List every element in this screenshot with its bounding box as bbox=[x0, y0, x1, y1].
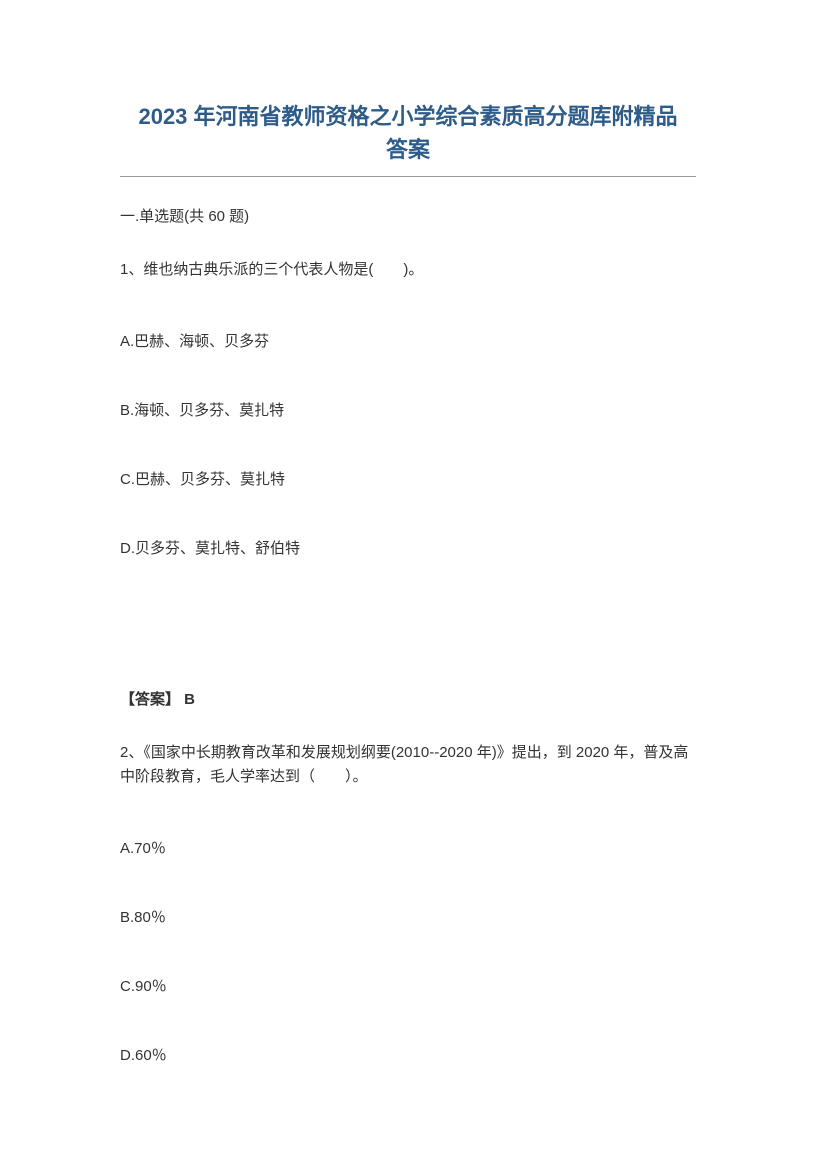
question-2-option-b: B.80％ bbox=[120, 906, 696, 927]
question-2-text: 2、《国家中长期教育改革和发展规划纲要(2010--2020 年)》提出，到 2… bbox=[120, 741, 696, 789]
question-2-option-a: A.70％ bbox=[120, 837, 696, 858]
document-title: 2023 年河南省教师资格之小学综合素质高分题库附精品答案 bbox=[120, 100, 696, 166]
title-underline bbox=[120, 176, 696, 177]
question-1-answer: 【答案】 B bbox=[120, 688, 696, 709]
question-1-option-b: B.海顿、贝多芬、莫扎特 bbox=[120, 399, 696, 420]
page-container: 2023 年河南省教师资格之小学综合素质高分题库附精品答案 一.单选题(共 60… bbox=[0, 0, 816, 1173]
question-1-option-c: C.巴赫、贝多芬、莫扎特 bbox=[120, 468, 696, 489]
section-header: 一.单选题(共 60 题) bbox=[120, 205, 696, 226]
question-2-option-c: C.90％ bbox=[120, 975, 696, 996]
question-1-option-a: A.巴赫、海顿、贝多芬 bbox=[120, 330, 696, 351]
question-1-option-d: D.贝多芬、莫扎特、舒伯特 bbox=[120, 537, 696, 558]
question-1-text: 1、维也纳古典乐派的三个代表人物是( )。 bbox=[120, 258, 696, 282]
question-2-option-d: D.60％ bbox=[120, 1044, 696, 1065]
